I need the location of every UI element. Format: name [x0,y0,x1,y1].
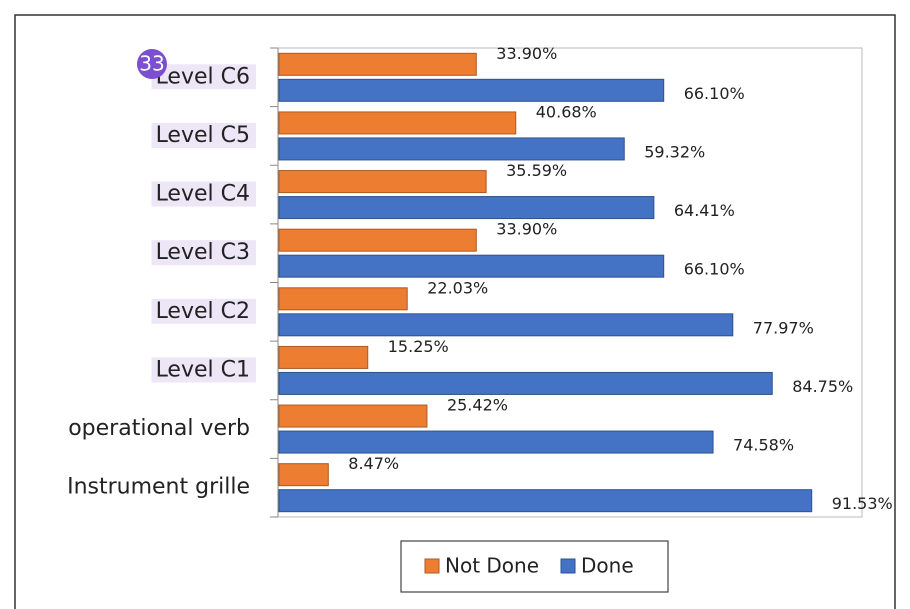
legend-label: Not Done [445,554,539,578]
label-highlight [151,240,256,266]
bar [278,196,655,220]
category-label: Level C1 [156,357,250,382]
bar [278,489,813,513]
value-label: 40.68% [536,102,597,121]
category-label: Level C5 [156,123,250,148]
bar [278,137,625,161]
category-label: Level C3 [156,240,250,265]
value-label: 64.41% [674,201,735,220]
label-highlight [151,298,256,324]
label-highlight [151,181,256,207]
bars: 33.90% 66.10% 40.68% 59.32% 35.59% 64.41% 33.9… [278,44,893,513]
legend-swatch [560,558,576,574]
bar [278,430,714,454]
value-label: 22.03% [427,278,488,297]
category-labels: Level C6 Level C5 Level C4 Level C3 Level C2… [67,64,256,500]
value-label: 33.90% [496,220,557,239]
badge-label: 33 [139,52,164,76]
label-highlight [151,357,256,383]
bar [278,313,734,337]
legend-box [400,540,669,593]
legend-label: Done [581,554,634,578]
bar [278,254,665,278]
bar [278,170,487,194]
value-label: 66.10% [684,260,745,279]
value-label: 74.58% [733,436,794,455]
value-label: 8.47% [348,454,399,473]
category-label: Level C4 [156,182,250,207]
bar [278,345,369,369]
label-highlight [151,64,256,90]
value-label: 59.32% [644,142,705,161]
legend: Not Done Done [424,554,634,578]
category-label: Level C2 [156,299,250,324]
bar [278,52,477,76]
value-label: 77.97% [753,318,814,337]
value-label: 91.53% [832,494,893,513]
value-label: 66.10% [684,84,745,103]
frame [14,14,896,609]
value-label: 15.25% [388,337,449,356]
category-label: operational verb [68,416,250,441]
value-label: 84.75% [792,377,853,396]
bar [278,463,329,487]
value-label: 35.59% [506,161,567,180]
value-label: 33.90% [496,44,557,63]
category-label: Level C6 [156,64,250,89]
badge [137,49,167,79]
bar [278,404,428,428]
bar [278,228,477,252]
legend-swatch [424,558,440,574]
value-label: 25.42% [447,396,508,415]
category-label: Instrument grille [67,475,250,500]
label-highlight [151,122,256,148]
bar [278,287,408,311]
bar [278,111,517,135]
bar [278,78,665,102]
bar [278,371,773,395]
